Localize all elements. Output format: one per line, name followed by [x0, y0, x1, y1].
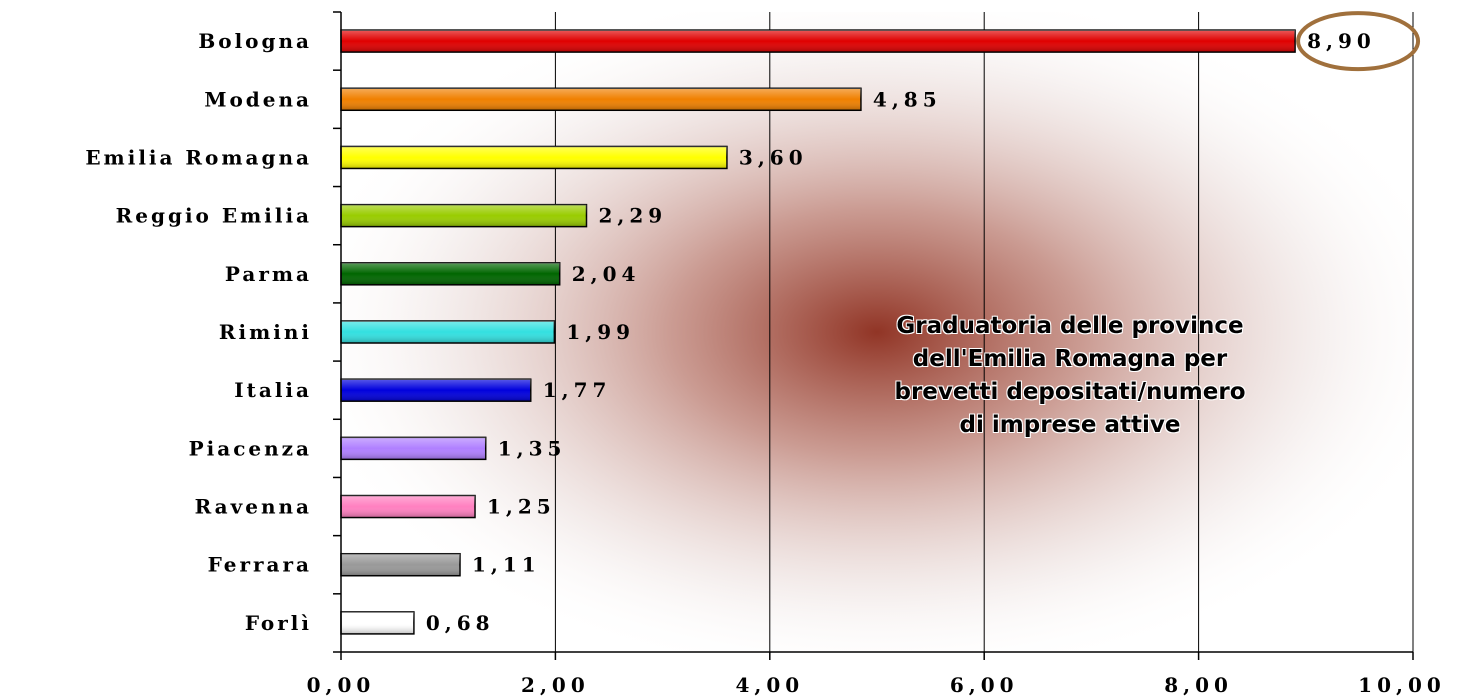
value-label: 2,04: [572, 262, 641, 286]
category-label: Emilia Romagna: [85, 145, 312, 169]
value-label: 1,25: [487, 495, 556, 519]
value-label: 1,11: [472, 553, 541, 577]
category-label: Bologna: [198, 29, 312, 53]
bar-bologna: [341, 30, 1295, 52]
bar-forl-: [341, 612, 414, 634]
category-label: Ferrara: [208, 553, 312, 577]
bar-emilia-romagna: [341, 146, 727, 168]
x-tick-label: 2,00: [521, 673, 590, 697]
category-labels: Bologna Modena Emilia Romagna Reggio Emilia…: [85, 29, 312, 635]
category-label: Piacenza: [189, 436, 312, 460]
x-tick-label: 0,00: [307, 673, 376, 697]
bar-modena: [341, 88, 861, 110]
value-label: 1,35: [498, 436, 567, 460]
value-label: 1,77: [543, 378, 612, 402]
annotation-text: Graduatoria delle province dell'Emilia R…: [880, 310, 1260, 442]
bar-reggio-emilia: [341, 205, 586, 227]
value-label: 4,85: [873, 87, 942, 111]
value-label: 3,60: [739, 145, 808, 169]
x-tick-labels: 0,00 2,00 4,00 6,00 8,00 10,00: [307, 673, 1446, 697]
x-tick-label: 10,00: [1358, 673, 1446, 697]
value-label: 0,68: [426, 611, 495, 635]
category-label: Parma: [225, 262, 312, 286]
category-label: Forlì: [245, 611, 312, 635]
category-label: Rimini: [219, 320, 312, 344]
category-label: Modena: [204, 87, 312, 111]
category-label: Reggio Emilia: [116, 204, 312, 228]
value-label: 2,29: [598, 204, 667, 228]
category-label: Italia: [234, 378, 312, 402]
value-label: 8,90: [1307, 29, 1376, 53]
x-tick-label: 6,00: [950, 673, 1019, 697]
value-label: 1,99: [566, 320, 635, 344]
bar-rimini: [341, 321, 554, 343]
bar-italia: [341, 379, 531, 401]
x-tick-label: 8,00: [1164, 673, 1233, 697]
bar-parma: [341, 263, 560, 285]
bar-ravenna: [341, 496, 475, 518]
bar-ferrara: [341, 554, 460, 576]
bar-piacenza: [341, 437, 486, 459]
x-tick-label: 4,00: [735, 673, 804, 697]
category-label: Ravenna: [195, 495, 312, 519]
